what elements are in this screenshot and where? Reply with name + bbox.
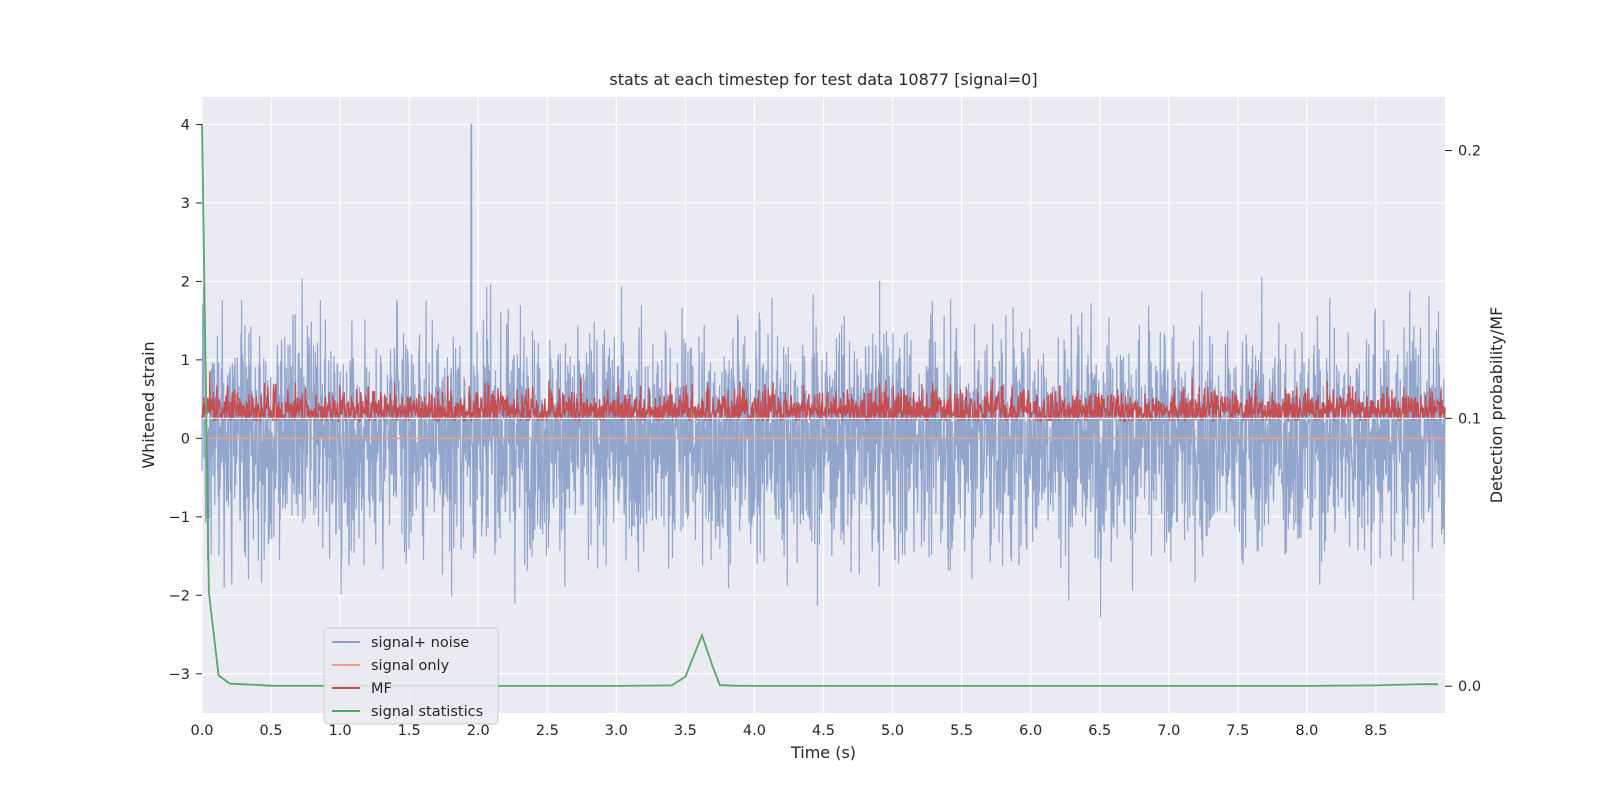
y2-axis-label: Detection probability/MF xyxy=(1487,307,1506,504)
legend: signal+ noise signal only MF signal statist… xyxy=(323,627,499,725)
y2-tick-label: 0.0 xyxy=(1458,679,1481,695)
y-tick-label: −2 xyxy=(169,588,190,604)
y-tick-label: −1 xyxy=(169,510,190,526)
x-tick-label: 4.0 xyxy=(743,723,766,739)
tick-layer: 0.0 0.5 1.0 1.5 2.0 2.5 3.0 3.5 4.0 4.5 5.0 5.5 6.0 6… xyxy=(169,117,1481,739)
x-tick-label: 2.5 xyxy=(536,723,559,739)
y-tick-label: 0 xyxy=(181,431,190,447)
y-tick-label: −3 xyxy=(169,667,190,683)
x-tick-label: 3.0 xyxy=(605,723,628,739)
y-tick-label: 3 xyxy=(181,196,190,212)
y-tick-label: 2 xyxy=(181,274,190,290)
x-tick-label: 4.5 xyxy=(812,723,835,739)
y2-tick-label: 0.1 xyxy=(1458,411,1481,427)
legend-box xyxy=(323,627,499,725)
x-tick-label: 5.0 xyxy=(881,723,904,739)
x-tick-label: 3.5 xyxy=(674,723,697,739)
x-tick-label: 5.5 xyxy=(950,723,973,739)
x-axis-label: Time (s) xyxy=(790,743,856,762)
x-tick-label: 1.5 xyxy=(398,723,421,739)
series-signal-statistics-line xyxy=(201,123,1439,687)
x-tick-label: 8.5 xyxy=(1364,723,1387,739)
x-tick-label: 7.5 xyxy=(1226,723,1249,739)
legend-label: signal+ noise xyxy=(371,635,469,651)
x-tick-label: 6.0 xyxy=(1019,723,1042,739)
x-tick-label: 6.5 xyxy=(1088,723,1111,739)
y-tick-label: 1 xyxy=(181,353,190,369)
legend-label: signal only xyxy=(371,658,450,674)
x-tick-label: 0.0 xyxy=(190,723,213,739)
x-tick-label: 7.0 xyxy=(1157,723,1180,739)
x-tick-label: 0.5 xyxy=(260,723,283,739)
series-signal-noise-line xyxy=(201,123,1446,618)
series-layer xyxy=(201,123,1446,687)
chart-title: stats at each timestep for test data 108… xyxy=(609,70,1037,89)
x-tick-label: 1.0 xyxy=(329,723,352,739)
legend-label: MF xyxy=(371,681,392,697)
x-tick-label: 8.0 xyxy=(1295,723,1318,739)
y2-tick-label: 0.2 xyxy=(1458,144,1481,160)
x-tick-label: 2.0 xyxy=(467,723,490,739)
series-mf-line xyxy=(201,371,1446,423)
legend-label: signal statistics xyxy=(371,704,483,720)
y-tick-label: 4 xyxy=(181,117,190,133)
y-axis-label: Whitened strain xyxy=(139,341,158,468)
